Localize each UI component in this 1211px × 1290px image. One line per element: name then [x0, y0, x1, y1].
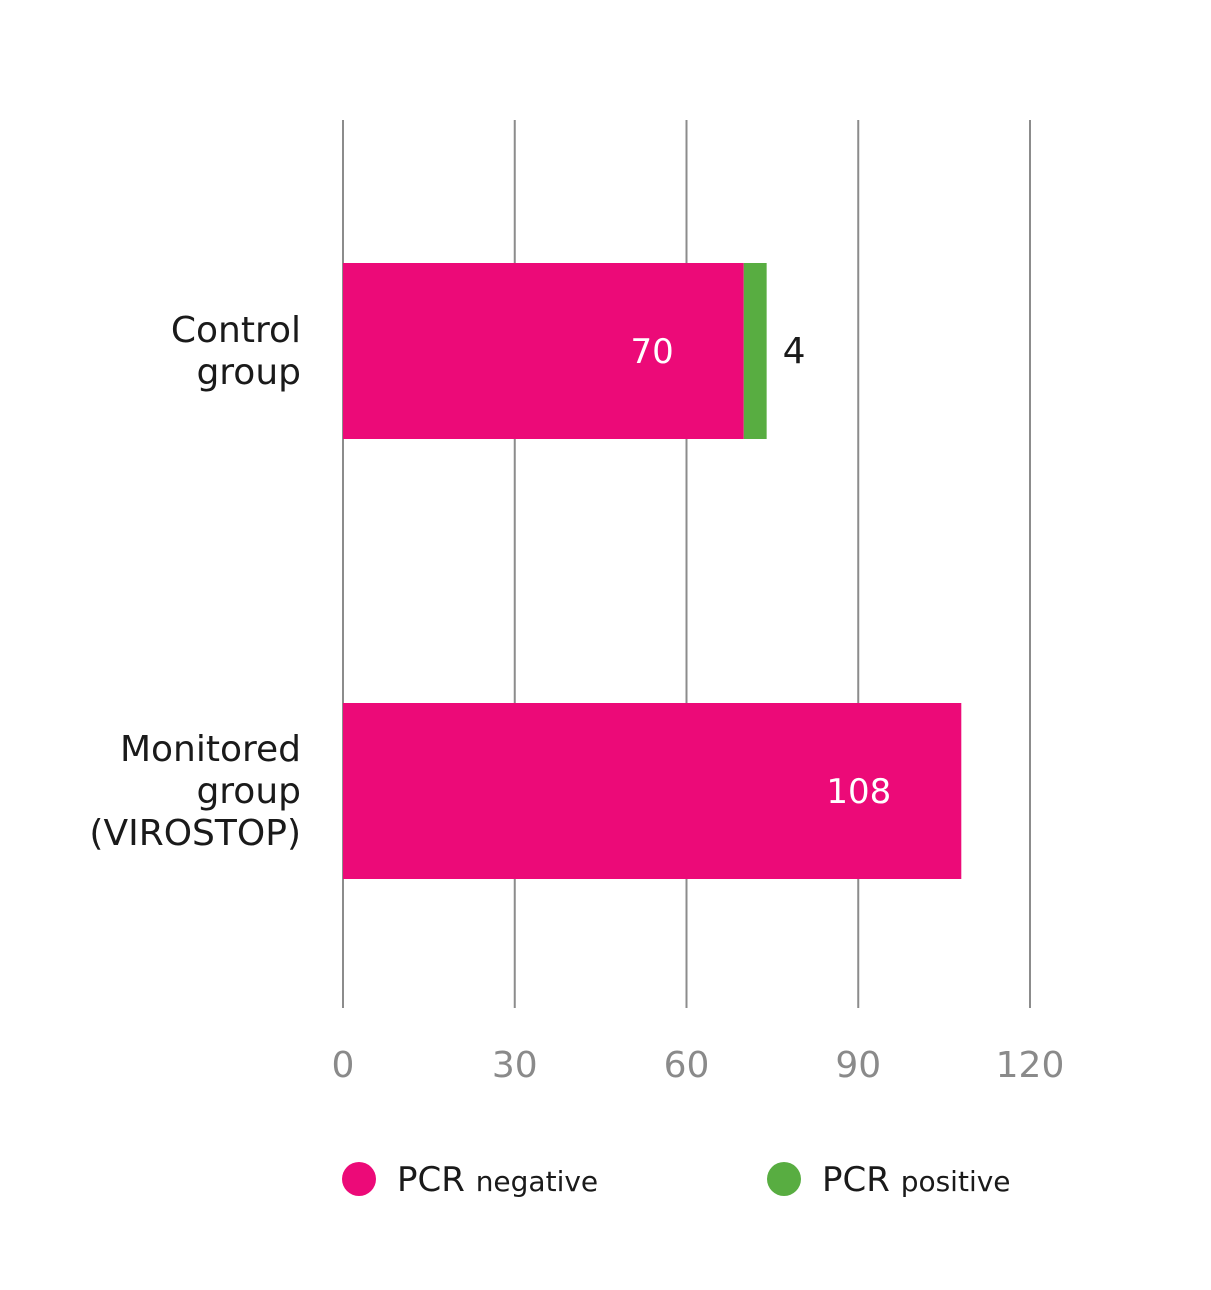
- legend-label-1-main: PCR: [397, 1160, 476, 1200]
- bars: 70 4 108: [343, 263, 962, 879]
- category-label-2-line-1: Monitored: [120, 729, 301, 770]
- legend-label-2-sub: positive: [901, 1165, 1011, 1198]
- x-axis-tick-labels: 0 30 60 90 120: [332, 1045, 1065, 1086]
- category-label-1-line-2: group: [196, 352, 301, 393]
- category-label-1: Control group: [171, 310, 301, 393]
- category-label-2: Monitored group (VIROSTOP): [89, 729, 301, 854]
- x-tick-label-60: 60: [664, 1045, 710, 1086]
- bar-2-series-1: [343, 703, 962, 879]
- x-tick-label-90: 90: [835, 1045, 881, 1086]
- legend-label-1-sub: negative: [476, 1165, 598, 1198]
- x-tick-label-0: 0: [332, 1045, 355, 1086]
- data-label-1-series-2: 4: [783, 331, 806, 372]
- x-tick-label-120: 120: [996, 1045, 1065, 1086]
- legend-label-1: PCR negative: [397, 1160, 598, 1200]
- data-label-1-series-1: 70: [630, 332, 673, 372]
- category-label-2-line-2: group: [196, 771, 301, 812]
- legend-swatch-2: [767, 1162, 801, 1196]
- legend-label-2-main: PCR: [822, 1160, 901, 1200]
- legend-swatch-1: [342, 1162, 376, 1196]
- category-label-1-line-1: Control: [171, 310, 301, 351]
- x-tick-label-30: 30: [492, 1045, 538, 1086]
- category-label-2-line-3: (VIROSTOP): [89, 813, 301, 854]
- legend: PCR negative PCR positive: [342, 1160, 1011, 1200]
- bar-1-series-2: [743, 263, 767, 439]
- legend-label-2: PCR positive: [822, 1160, 1011, 1200]
- data-label-2-series-1: 108: [826, 772, 891, 812]
- bar-1-series-1: [343, 263, 744, 439]
